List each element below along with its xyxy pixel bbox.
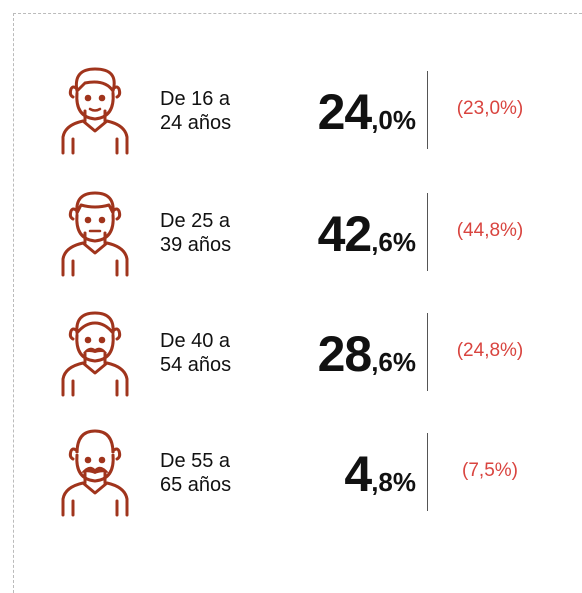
label-line: 65 años (160, 473, 231, 497)
person-icon (55, 187, 135, 277)
previous-share: (24,8%) (440, 340, 540, 362)
share-fraction: ,6% (371, 227, 416, 257)
previous-share: (7,5%) (440, 460, 540, 482)
previous-share: (23,0%) (440, 98, 540, 120)
previous-share: (44,8%) (440, 220, 540, 242)
share-whole: 24 (318, 84, 372, 140)
share-whole: 42 (318, 206, 372, 262)
share-fraction: ,6% (371, 347, 416, 377)
label-line: 54 años (160, 353, 231, 377)
share-whole: 4 (344, 446, 371, 502)
person-icon (55, 427, 135, 517)
page: De 16 a24 años 24,0% (23,0%) De 25 a39 a… (0, 0, 582, 593)
share-fraction: ,0% (371, 105, 416, 135)
label-line: De 25 a (160, 209, 231, 233)
label-line: De 16 a (160, 87, 231, 111)
label-line: 39 años (160, 233, 231, 257)
share: 4,8% (344, 445, 416, 503)
person-icon (55, 307, 135, 397)
separator (427, 193, 428, 271)
share-fraction: ,8% (371, 467, 416, 497)
separator (427, 433, 428, 511)
label-line: De 40 a (160, 329, 231, 353)
share: 42,6% (318, 205, 416, 263)
share: 24,0% (318, 83, 416, 141)
label-line: De 55 a (160, 449, 231, 473)
separator (427, 313, 428, 391)
label-line: 24 años (160, 111, 231, 135)
separator (427, 71, 428, 149)
share-whole: 28 (318, 326, 372, 382)
person-icon (55, 65, 135, 155)
share: 28,6% (318, 325, 416, 383)
